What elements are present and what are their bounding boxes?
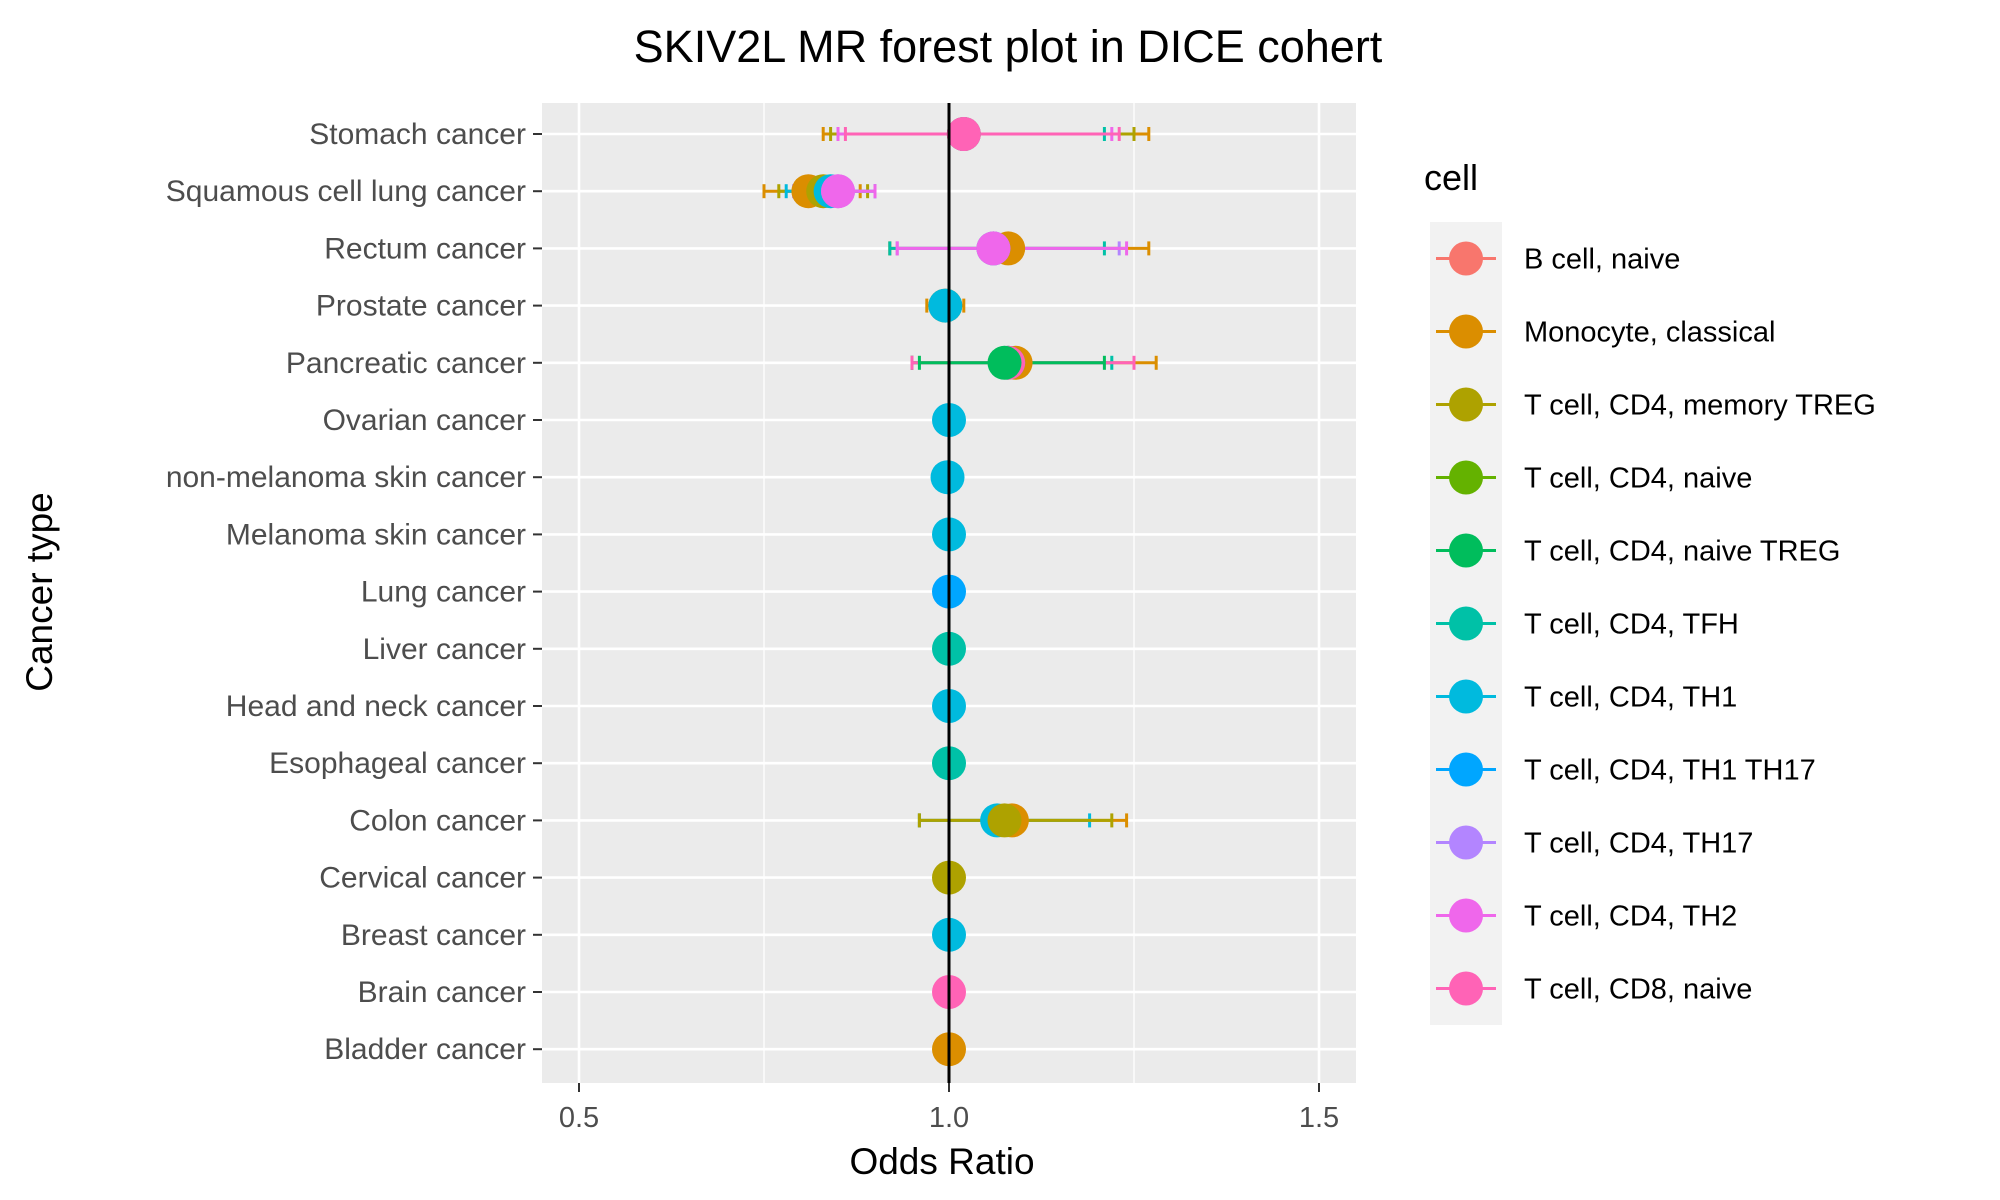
x-axis-title: Odds Ratio: [849, 1141, 1034, 1182]
legend-key-point: [1449, 606, 1483, 641]
x-axis-labels: 0.5 1.0 1.5: [559, 1083, 1339, 1134]
y-tick-label: Stomach cancer: [309, 118, 526, 151]
legend-key-point: [1449, 314, 1483, 349]
chart-title: SKIV2L MR forest plot in DICE cohert: [634, 21, 1383, 72]
legend-label: T cell, CD4, TH1: [1524, 682, 1737, 714]
y-tick-label: non-melanoma skin cancer: [166, 461, 526, 494]
legend-key-point: [1449, 898, 1483, 933]
legend-key-point: [1449, 387, 1483, 422]
y-tick-label: Esophageal cancer: [269, 747, 526, 780]
legend-label: T cell, CD4, naive: [1524, 463, 1752, 495]
legend-key-point: [1449, 533, 1483, 568]
y-tick-label: Rectum cancer: [324, 232, 526, 265]
y-tick-label: Cervical cancer: [319, 862, 526, 895]
legend-key-point: [1449, 241, 1483, 276]
y-tick-label: Colon cancer: [349, 804, 526, 837]
x-tick-label: 1.0: [929, 1102, 969, 1134]
y-tick-label: Lung cancer: [361, 576, 526, 609]
x-tick-label: 1.5: [1299, 1102, 1339, 1134]
legend-label: T cell, CD4, TFH: [1524, 609, 1739, 641]
legend-label: T cell, CD8, naive: [1524, 974, 1752, 1006]
legend-key-point: [1449, 679, 1483, 714]
data-point: [928, 288, 963, 323]
y-tick-label: Liver cancer: [363, 633, 526, 666]
data-point: [987, 345, 1022, 380]
y-tick-label: Brain cancer: [358, 976, 526, 1009]
legend-label: T cell, CD4, TH17: [1524, 828, 1753, 860]
x-tick-label: 0.5: [559, 1102, 599, 1134]
y-tick-label: Squamous cell lung cancer: [166, 175, 526, 208]
y-tick-label: Pancreatic cancer: [286, 347, 526, 380]
legend-label: T cell, CD4, naive TREG: [1524, 536, 1840, 568]
legend-label: T cell, CD4, TH1 TH17: [1524, 755, 1816, 787]
legend: cell B cell, naive Monocyte, classical T c…: [1424, 157, 1876, 1025]
y-tick-label: Melanoma skin cancer: [226, 518, 526, 551]
legend-key-point: [1449, 752, 1483, 787]
y-tick-label: Breast cancer: [341, 919, 526, 952]
legend-key-point: [1449, 971, 1483, 1006]
y-tick-label: Prostate cancer: [316, 290, 526, 323]
data-marks: [762, 103, 1158, 1083]
y-tick-label: Ovarian cancer: [323, 404, 526, 437]
legend-key-point: [1449, 460, 1483, 495]
legend-label: T cell, CD4, TH2: [1524, 901, 1737, 933]
y-axis-title: Cancer type: [19, 492, 60, 692]
legend-key-point: [1449, 825, 1483, 860]
legend-label: B cell, naive: [1524, 244, 1680, 276]
legend-label: T cell, CD4, memory TREG: [1524, 390, 1876, 422]
y-axis-labels: Stomach cancer Squamous cell lung cancer R…: [166, 118, 542, 1066]
data-point: [821, 174, 855, 209]
data-point: [946, 117, 981, 151]
legend-label: Monocyte, classical: [1524, 317, 1775, 349]
y-tick-label: Bladder cancer: [324, 1033, 526, 1066]
y-tick-label: Head and neck cancer: [226, 690, 526, 723]
data-point: [987, 803, 1022, 838]
legend-title: cell: [1424, 157, 1478, 198]
data-point: [976, 231, 1011, 266]
